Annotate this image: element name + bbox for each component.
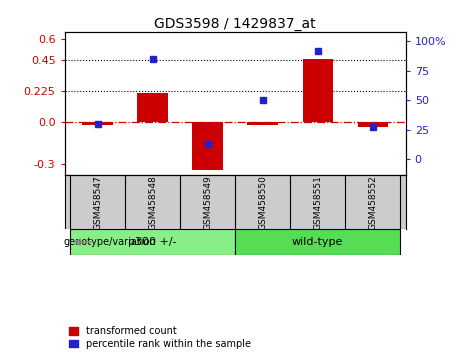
Text: GSM458551: GSM458551 <box>313 175 322 230</box>
Bar <box>235 229 400 255</box>
Legend: transformed count, percentile rank within the sample: transformed count, percentile rank withi… <box>70 326 251 349</box>
Text: genotype/variation: genotype/variation <box>64 237 156 247</box>
Text: GSM458548: GSM458548 <box>148 175 157 230</box>
Bar <box>302 59 333 122</box>
Bar <box>248 122 278 125</box>
Text: GSM458552: GSM458552 <box>368 175 377 230</box>
Bar <box>358 122 388 127</box>
Text: GSM458547: GSM458547 <box>93 175 102 230</box>
Bar <box>83 122 112 125</box>
Text: GSM458549: GSM458549 <box>203 175 212 230</box>
Text: GSM458550: GSM458550 <box>258 175 267 230</box>
Text: p300 +/-: p300 +/- <box>128 237 177 247</box>
Title: GDS3598 / 1429837_at: GDS3598 / 1429837_at <box>154 17 316 31</box>
Bar <box>70 229 235 255</box>
Bar <box>137 93 168 122</box>
Text: wild-type: wild-type <box>292 237 343 247</box>
Bar <box>193 122 223 170</box>
